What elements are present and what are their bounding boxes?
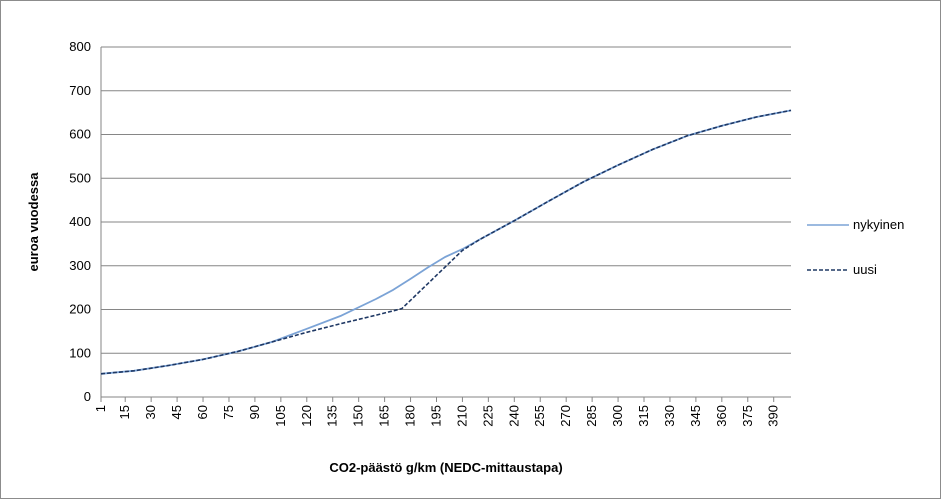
x-tick-120: 120 [299,405,314,427]
x-tick-1: 1 [93,405,108,412]
y-tick-200: 200 [69,302,91,317]
y-tick-500: 500 [69,170,91,185]
y-tick-400: 400 [69,214,91,229]
series-lines [100,109,792,375]
x-tick-330: 330 [662,405,677,427]
x-axis-title: CO2-päästö g/km (NEDC-mittaustapa) [329,460,562,475]
x-tick-225: 225 [480,405,495,427]
x-tick-240: 240 [506,405,521,427]
x-tick-30: 30 [143,405,158,419]
x-tick-180: 180 [403,405,418,427]
series-line-uusi [100,109,792,375]
x-tick-390: 390 [766,405,781,427]
x-tick-45: 45 [169,405,184,419]
x-tick-375: 375 [740,405,755,427]
y-tick-800: 800 [69,39,91,54]
x-tick-75: 75 [221,405,236,419]
y-tick-300: 300 [69,258,91,273]
y-tick-100: 100 [69,345,91,360]
x-tick-150: 150 [351,405,366,427]
y-axis-title: euroa vuodessa [26,172,41,272]
x-tick-135: 135 [325,405,340,427]
y-tick-labels: 0 100 200 300 400 500 600 700 800 [69,39,91,404]
x-tick-90: 90 [247,405,262,419]
series-line-nykyinen [100,109,792,375]
y-tick-600: 600 [69,127,91,142]
x-tick-165: 165 [377,405,392,427]
y-tick-700: 700 [69,83,91,98]
y-tick-0: 0 [84,389,91,404]
x-tick-105: 105 [273,405,288,427]
gridlines [100,46,791,398]
legend-label-nykyinen: nykyinen [853,217,904,232]
x-tick-labels: 1 15 30 45 60 75 90 105 120 135 150 165 180 195 210 225… [93,397,781,427]
x-tick-255: 255 [532,405,547,427]
x-tick-60: 60 [195,405,210,419]
legend: nykyinen uusi [807,217,904,277]
x-tick-360: 360 [714,405,729,427]
legend-label-uusi: uusi [853,262,877,277]
x-tick-210: 210 [454,405,469,427]
x-tick-285: 285 [584,405,599,427]
x-tick-15: 15 [117,405,132,419]
x-tick-300: 300 [610,405,625,427]
x-tick-315: 315 [636,405,651,427]
x-tick-345: 345 [688,405,703,427]
x-tick-195: 195 [428,405,443,427]
x-tick-270: 270 [558,405,573,427]
